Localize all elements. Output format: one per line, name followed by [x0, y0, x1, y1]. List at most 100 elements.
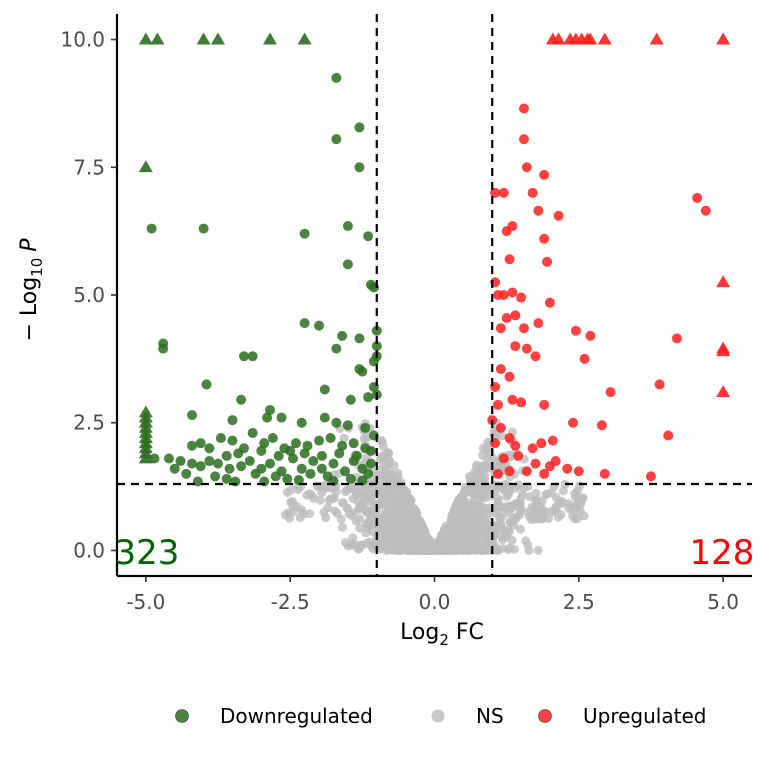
legend: Downregulated NS Upregulated: [175, 704, 706, 728]
downregulated-point: [331, 343, 342, 354]
upregulated-point: [504, 433, 515, 444]
downregulated-point: [345, 473, 356, 484]
downregulated-point: [371, 341, 382, 352]
ns-point: [321, 513, 331, 523]
downregulated-point: [210, 471, 221, 482]
downregulated-point: [342, 221, 353, 232]
ns-point: [362, 433, 372, 443]
ns-point: [498, 543, 508, 553]
downregulated-point: [288, 453, 299, 464]
upregulated-point: [498, 187, 509, 198]
upregulated-point: [570, 325, 581, 336]
ns-point: [523, 540, 533, 550]
upregulated-point: [521, 162, 532, 173]
downregulated-point: [187, 410, 198, 421]
downregulated-point: [366, 458, 376, 469]
downregulated-point: [236, 394, 247, 405]
downregulated-point: [354, 333, 365, 344]
upregulated-capped-point: [716, 344, 731, 357]
ns-points-layer: [280, 418, 589, 555]
downregulated-point: [146, 223, 157, 234]
ns-point: [469, 483, 479, 493]
ns-point: [402, 500, 412, 510]
downregulated-capped-point: [138, 160, 153, 173]
upregulated-point: [516, 397, 527, 408]
ns-point: [508, 502, 518, 512]
ns-point: [494, 461, 504, 471]
upregulated-capped-point: [716, 385, 731, 397]
upregulated-capped-point: [716, 275, 731, 288]
downregulated-point: [331, 417, 342, 428]
downregulated-point: [293, 474, 304, 485]
upregulated-point: [521, 466, 532, 477]
upregulated-point: [700, 205, 711, 216]
ns-point: [421, 545, 431, 555]
ns-point: [399, 485, 409, 495]
upregulated-point: [495, 364, 506, 375]
ns-point: [526, 514, 536, 524]
downregulated-point: [299, 228, 310, 239]
downregulated-point: [236, 461, 247, 472]
ns-point: [391, 475, 401, 485]
downregulated-point: [259, 438, 270, 449]
upregulated-point: [518, 103, 529, 114]
ns-point: [357, 486, 367, 496]
upregulated-point: [663, 430, 674, 441]
ns-point: [448, 517, 458, 527]
legend-label-ns: NS: [476, 704, 504, 728]
x-tick-label: -5.0: [126, 590, 165, 614]
threshold-lines: [117, 14, 752, 576]
downregulated-point: [316, 450, 327, 461]
ns-point: [366, 506, 376, 516]
ns-point: [431, 538, 441, 548]
upregulated-point: [495, 323, 506, 334]
downregulated-point: [366, 445, 376, 456]
downregulated-point: [163, 453, 174, 464]
upregulated-point: [645, 471, 656, 482]
downregulated-point: [250, 468, 261, 479]
upregulated-point: [516, 292, 527, 303]
ns-point: [383, 448, 393, 458]
ns-point: [327, 483, 337, 493]
upregulated-capped-point: [597, 32, 612, 45]
ns-point: [531, 488, 541, 498]
ns-point: [389, 531, 399, 541]
upregulated-point: [539, 169, 550, 180]
legend-label-downregulated: Downregulated: [220, 704, 373, 728]
ns-point: [454, 494, 464, 504]
ns-point: [381, 516, 391, 526]
x-tick-label: 5.0: [707, 590, 739, 614]
downregulated-point: [175, 456, 186, 467]
upregulated-point: [539, 468, 550, 479]
ns-point: [478, 505, 488, 515]
upregulated-point: [654, 379, 665, 390]
ns-point: [476, 542, 486, 552]
downregulated-capped-point: [297, 32, 312, 45]
upregulated-point: [596, 420, 607, 431]
upregulated-point: [533, 318, 544, 329]
significant-points-layer: [138, 32, 731, 487]
downregulated-point: [239, 351, 249, 362]
ns-point: [504, 527, 514, 537]
downregulated-point: [204, 443, 215, 454]
downregulated-point: [247, 427, 258, 438]
upregulated-point: [510, 440, 521, 451]
downregulated-point: [187, 440, 198, 451]
downregulated-point: [244, 456, 255, 467]
x-tick-label: 2.5: [563, 590, 595, 614]
ns-point: [398, 519, 408, 529]
downregulated-point: [181, 468, 192, 479]
ns-point: [458, 531, 468, 541]
ns-point: [417, 530, 427, 540]
ns-point: [338, 522, 348, 532]
downregulated-point: [342, 420, 353, 431]
downregulated-point: [348, 438, 359, 449]
upregulated-point: [504, 466, 515, 477]
ns-point: [475, 488, 485, 498]
downregulated-point: [351, 450, 362, 461]
downregulated-point: [302, 440, 313, 451]
downregulated-capped-point: [196, 32, 211, 45]
legend-key-ns: [431, 709, 445, 723]
ns-point: [383, 469, 393, 479]
ns-point: [450, 509, 460, 519]
